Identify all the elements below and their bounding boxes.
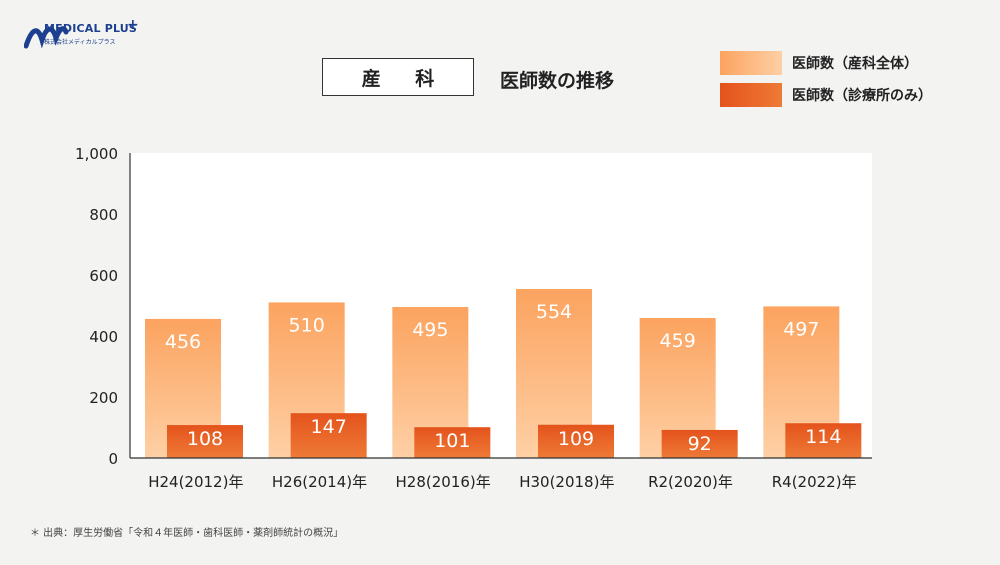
logo-mark-icon <box>24 26 69 49</box>
bar-clinic-label-5: 114 <box>805 426 841 448</box>
legend-label-total: 医師数（産科全体） <box>792 56 918 72</box>
bar-total-label-0: 456 <box>165 331 201 353</box>
bar-clinic-2 <box>414 427 491 458</box>
bar-total-label-3: 554 <box>536 301 572 323</box>
x-tick-label-4: R2(2020)年 <box>648 473 733 491</box>
y-tick-label-4: 800 <box>89 206 118 224</box>
bar-clinic-label-2: 101 <box>434 430 470 452</box>
logo-plus: + <box>127 17 139 33</box>
legend-item-clinic: 医師数（診療所のみ） <box>720 83 932 107</box>
bar-total-label-4: 459 <box>660 330 696 352</box>
source-note: ＊ 出典：厚生労働省「令和４年医師・歯科医師・薬剤師統計の概況」 <box>30 528 344 539</box>
bar-clinic-4 <box>661 429 738 458</box>
bar-total-label-1: 510 <box>289 314 325 336</box>
legend-swatch-clinic <box>720 83 782 107</box>
legend-label-clinic: 医師数（診療所のみ） <box>792 88 932 104</box>
x-tick-label-0: H24(2012)年 <box>148 473 243 491</box>
bar-total-label-5: 497 <box>783 318 819 340</box>
bar-clinic-0 <box>167 425 243 458</box>
x-tick-label-3: H30(2018)年 <box>519 473 614 491</box>
y-tick-label-1: 200 <box>89 389 118 407</box>
y-tick-label-5: 1,000 <box>75 145 118 163</box>
bar-clinic-label-0: 108 <box>187 428 223 450</box>
logo-text: MEDICAL PLUS <box>44 22 138 35</box>
y-tick-label-2: 400 <box>89 328 118 346</box>
x-tick-label-1: H26(2014)年 <box>272 473 367 491</box>
bar-clinic-label-3: 109 <box>558 428 594 450</box>
bar-clinic-3 <box>538 424 614 458</box>
y-tick-label-0: 0 <box>108 450 118 468</box>
legend-swatch-total <box>720 51 782 75</box>
logo-subtext: 株式会社メディカルプラス <box>44 39 116 46</box>
bar-clinic-1 <box>290 413 367 458</box>
plot-area <box>130 153 872 458</box>
bar-clinic-label-4: 92 <box>688 433 712 455</box>
chart-subtitle: 医師数の推移 <box>500 70 615 92</box>
y-tick-label-3: 600 <box>89 267 118 285</box>
bar-clinic-label-1: 147 <box>311 416 347 438</box>
legend-item-total: 医師数（産科全体） <box>720 51 918 75</box>
bar-total-label-2: 495 <box>412 319 448 341</box>
x-tick-label-2: H28(2016)年 <box>396 473 491 491</box>
bar-clinic-5 <box>785 423 862 458</box>
page-title: 産 科 <box>322 58 474 96</box>
x-tick-label-5: R4(2022)年 <box>772 473 857 491</box>
